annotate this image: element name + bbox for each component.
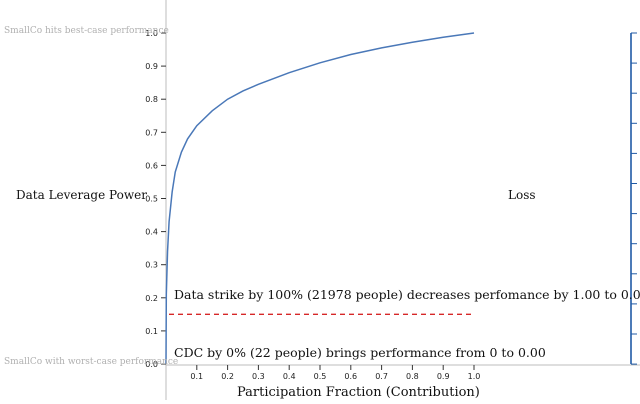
y-tick-label: 0.3 <box>145 261 158 270</box>
x-tick-label: 0.4 <box>283 372 296 381</box>
x-tick-label: 0.3 <box>252 372 265 381</box>
y-tick-label: 0.8 <box>145 95 158 104</box>
data-strike-annotation: Data strike by 100% (21978 people) decre… <box>174 287 640 302</box>
x-tick-label: 0.1 <box>190 372 203 381</box>
x-tick-label: 0.8 <box>406 372 419 381</box>
y-tick-label: 0.9 <box>145 62 158 71</box>
x-tick-label: 0.2 <box>221 372 234 381</box>
x-tick-label: 0.5 <box>314 372 327 381</box>
worst-case-label: SmallCo with worst-case performance <box>4 357 179 367</box>
cdc-annotation: CDC by 0% (22 people) brings performance… <box>174 345 546 360</box>
y-tick-label: 0.7 <box>145 128 158 137</box>
x-tick-label: 0.9 <box>437 372 450 381</box>
y-tick-label: 0.4 <box>145 228 158 237</box>
x-tick-label: 0.6 <box>344 372 357 381</box>
y-tick-label: 0.2 <box>145 294 158 303</box>
y-tick-label: 0.1 <box>145 327 158 336</box>
best-case-label: SmallCo hits best-case performance <box>4 26 169 36</box>
y-tick-label: 0.5 <box>145 195 158 204</box>
y-axis-title: Data Leverage Power <box>16 188 147 202</box>
y-tick-label: 1.0 <box>145 29 158 38</box>
x-tick-label: 0.7 <box>375 372 388 381</box>
x-tick-label: 1.0 <box>468 372 481 381</box>
right-axis-title: Loss <box>508 188 536 202</box>
y-tick-label: 0.0 <box>145 360 158 369</box>
x-axis-title: Participation Fraction (Contribution) <box>237 385 480 400</box>
series-line <box>165 32 475 365</box>
y-tick-label: 0.6 <box>145 161 158 170</box>
